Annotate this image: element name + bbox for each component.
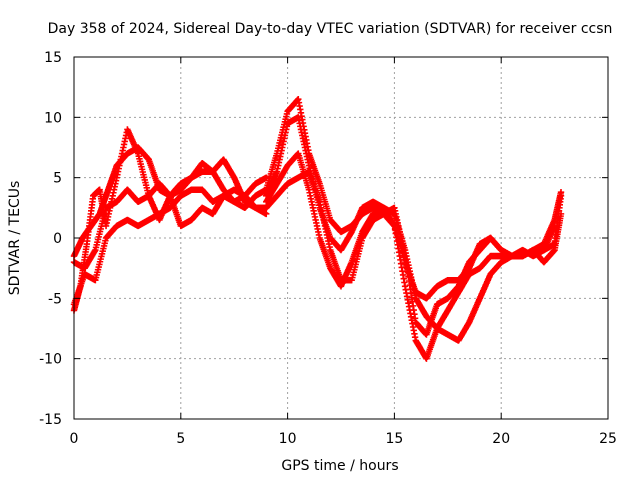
chart-title: Day 358 of 2024, Sidereal Day-to-day VTE… bbox=[48, 21, 613, 37]
series-trace-1 bbox=[70, 126, 270, 314]
series-trace-8 bbox=[263, 168, 565, 338]
x-tick-label: 0 bbox=[70, 431, 79, 447]
data-point bbox=[263, 210, 270, 218]
x-tick-label: 25 bbox=[599, 431, 617, 447]
y-axis-label: SDTVAR / TECUs bbox=[7, 181, 23, 296]
y-tick-label: 15 bbox=[44, 50, 62, 66]
y-tick-label: 5 bbox=[53, 171, 62, 187]
y-tick-label: -5 bbox=[48, 291, 62, 307]
series-trace-3 bbox=[70, 180, 270, 272]
series-trace-4 bbox=[70, 186, 270, 308]
y-tick-label: 10 bbox=[44, 110, 62, 126]
y-tick-label: -15 bbox=[39, 412, 62, 428]
x-tick-label: 10 bbox=[279, 431, 297, 447]
y-tick-label: -10 bbox=[39, 352, 62, 368]
x-tick-label: 5 bbox=[176, 431, 185, 447]
x-tick-label: 15 bbox=[385, 431, 403, 447]
x-axis-label: GPS time / hours bbox=[281, 458, 398, 474]
data-point bbox=[557, 188, 565, 196]
y-tick-label: 0 bbox=[53, 231, 62, 247]
axis-ticks: 0 5 10 15 20 25 -15 -10 -5 0 5 10 15 bbox=[39, 50, 617, 447]
x-tick-label: 20 bbox=[492, 431, 510, 447]
grid bbox=[74, 57, 608, 419]
data-points bbox=[70, 96, 565, 362]
data-point bbox=[557, 210, 565, 218]
